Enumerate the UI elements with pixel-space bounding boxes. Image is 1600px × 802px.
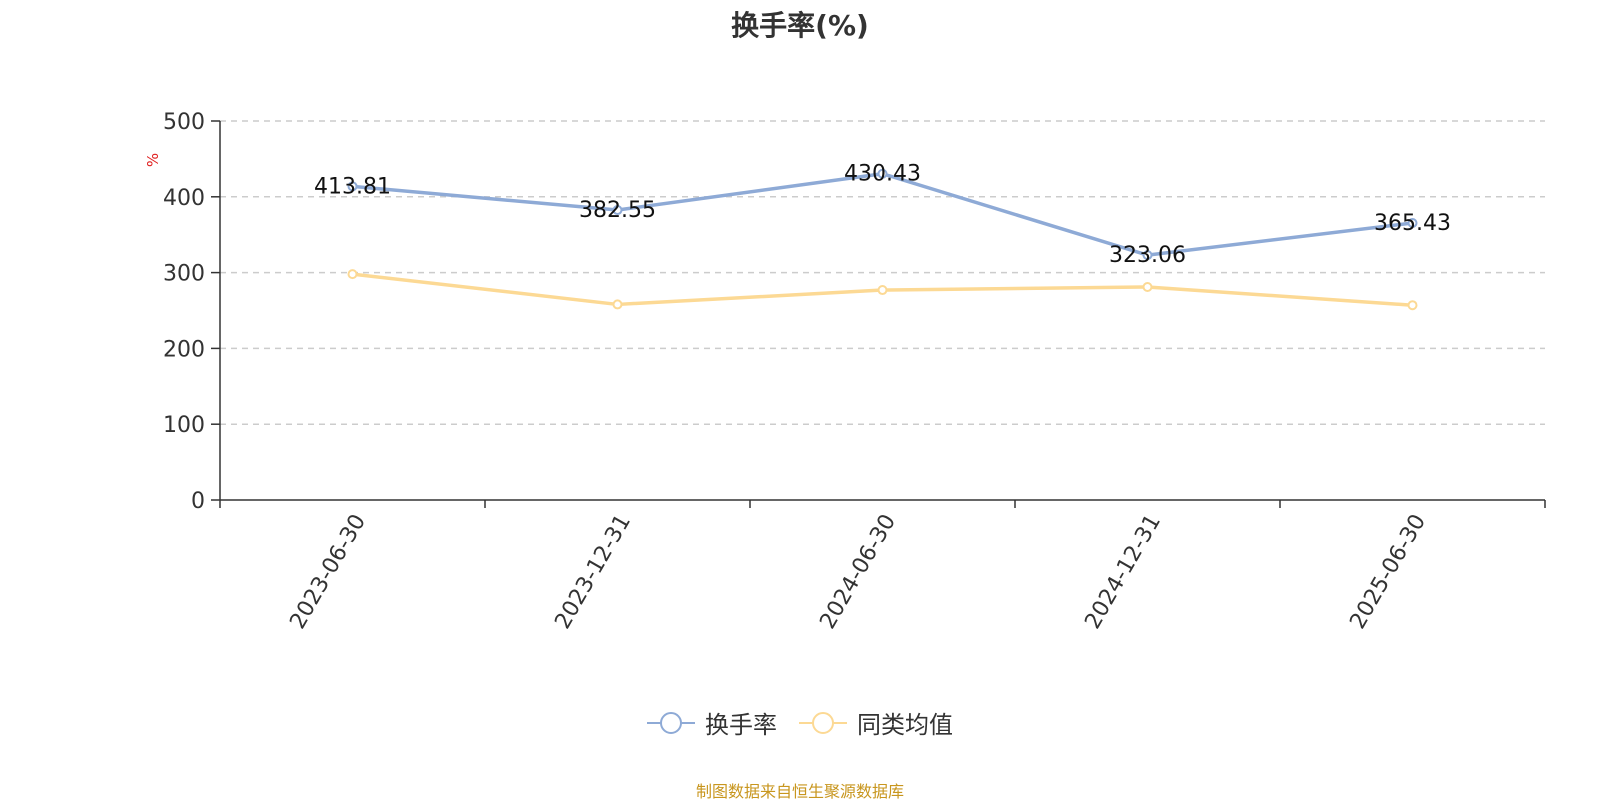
data-point — [1142, 250, 1153, 261]
source-note: 制图数据来自恒生聚源数据库 — [695, 782, 904, 801]
data-point — [877, 168, 888, 179]
x-tick-label: 2023-12-31 — [550, 510, 636, 633]
chart-title: 换手率(%) — [731, 9, 869, 42]
x-tick-label: 2025-06-30 — [1345, 510, 1431, 633]
y-tick-label: 400 — [163, 186, 205, 211]
data-point — [1142, 282, 1153, 293]
data-label: 382.55 — [579, 198, 656, 223]
y-tick-label: 500 — [163, 110, 205, 135]
data-point — [612, 205, 623, 216]
data-label: 413.81 — [314, 174, 391, 199]
data-point — [1407, 300, 1418, 311]
legend-item[interactable]: 换手率 — [647, 705, 777, 740]
y-tick-label: 0 — [191, 489, 205, 514]
legend-item[interactable]: 同类均值 — [799, 705, 953, 740]
legend: 换手率 同类均值 — [0, 705, 1600, 740]
data-point — [877, 285, 888, 296]
legend-label: 换手率 — [705, 711, 777, 739]
gridlines — [220, 120, 1545, 425]
x-tick-label: 2023-06-30 — [285, 510, 371, 633]
y-tick-label: 300 — [163, 262, 205, 287]
x-tick-label: 2024-06-30 — [815, 510, 901, 633]
data-point — [612, 299, 623, 310]
series-lines — [347, 168, 1418, 311]
data-point — [347, 269, 358, 280]
data-label: 323.06 — [1109, 243, 1186, 268]
x-tick-label: 2024-12-31 — [1080, 510, 1166, 633]
data-label: 365.43 — [1374, 211, 1451, 236]
data-point — [347, 181, 358, 192]
data-label: 430.43 — [844, 162, 921, 187]
legend-label: 同类均值 — [857, 711, 953, 739]
legend-line-marker-icon — [647, 711, 695, 734]
y-tick-label: 200 — [163, 337, 205, 362]
data-labels: 413.81 382.55 430.43 323.06 365.43 — [314, 162, 1451, 268]
y-tick-label: 100 — [163, 413, 205, 438]
y-axis-unit-label: % — [144, 153, 162, 167]
legend-line-marker-icon — [799, 711, 847, 734]
data-point — [1407, 218, 1418, 229]
